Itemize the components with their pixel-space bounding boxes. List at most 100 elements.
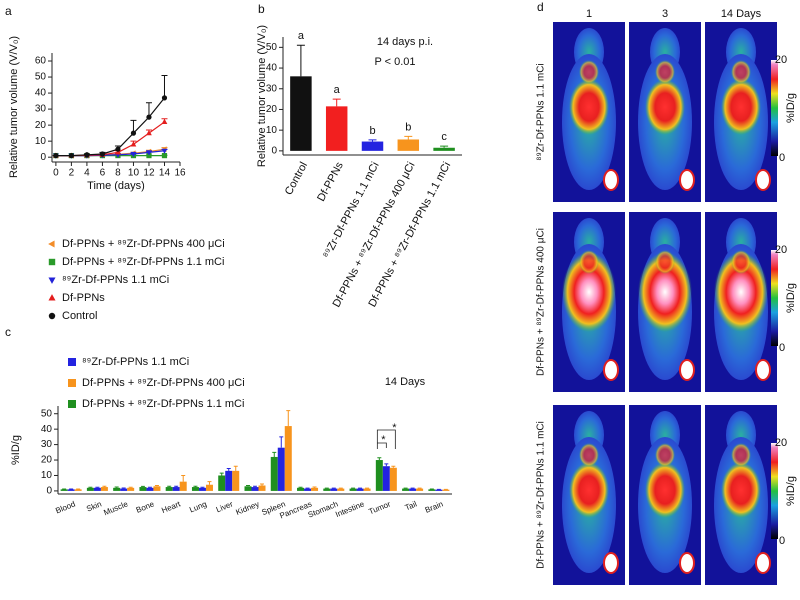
error-bar — [220, 473, 224, 475]
legend-label: ⁸⁹Zr-Df-PPNs 1.1 mCi — [82, 356, 189, 368]
error-bar — [404, 136, 412, 139]
error-bar — [148, 487, 152, 488]
panel-label: a — [5, 4, 12, 18]
legend-label: Df-PPNs + ⁸⁹Zr-Df-PPNs 1.1 mCi — [62, 256, 224, 268]
series-line — [56, 98, 165, 156]
legend-marker — [68, 379, 76, 387]
scale-min: 0 — [779, 535, 785, 547]
x-tick-label: Intestine — [334, 499, 366, 519]
group-label: c — [441, 131, 447, 143]
error-bar — [200, 487, 204, 488]
bar — [259, 486, 266, 491]
mouse-chest — [655, 443, 675, 467]
marker — [84, 152, 89, 157]
group-label: b — [369, 125, 375, 137]
marker — [146, 115, 151, 120]
x-tick-label: Tail — [404, 499, 419, 512]
group-label: a — [298, 30, 305, 42]
bar — [285, 426, 292, 491]
x-tick-label: Control — [283, 160, 310, 197]
y-tick-label: 50 — [41, 408, 53, 419]
annotation: 14 Days — [385, 376, 426, 388]
color-bar — [771, 443, 778, 539]
pet-image — [629, 405, 701, 585]
scale-min: 0 — [779, 152, 785, 164]
x-tick-label: 10 — [128, 168, 140, 179]
bar — [251, 487, 258, 491]
bar — [153, 486, 160, 491]
error-bar — [161, 75, 167, 97]
error-bar — [377, 458, 381, 460]
error-bar — [272, 452, 276, 457]
group-label: b — [405, 121, 411, 133]
x-tick-label: 16 — [174, 168, 186, 179]
error-bar — [313, 487, 317, 488]
x-tick-label: Tumor — [367, 499, 392, 516]
x-tick-label: Df-PPNs — [315, 160, 346, 204]
bar — [330, 489, 337, 491]
error-bar — [102, 486, 106, 487]
marker — [131, 141, 137, 146]
x-tick-label: Liver — [215, 499, 235, 514]
error-bar — [286, 411, 290, 426]
color-bar — [771, 250, 778, 346]
bar — [192, 487, 199, 491]
tumor-spot — [756, 553, 770, 573]
tumor-spot — [756, 360, 770, 380]
bar — [433, 148, 454, 151]
error-bar — [174, 486, 178, 487]
significance-mark: * — [381, 434, 386, 446]
bar — [416, 489, 423, 491]
x-tick-label: 2 — [69, 168, 75, 179]
error-bar — [129, 487, 133, 488]
x-tick-label: Kidney — [234, 499, 260, 517]
bar — [350, 489, 357, 491]
error-bar — [115, 487, 119, 488]
column-label: 14 Days — [721, 8, 762, 20]
bar — [166, 487, 173, 491]
error-bar — [207, 482, 211, 485]
y-tick-label: 50 — [35, 72, 47, 83]
y-tick-label: 10 — [41, 470, 53, 481]
marker — [100, 151, 105, 156]
legend-label: Df-PPNs + ⁸⁹Zr-Df-PPNs 1.1 mCi — [82, 398, 244, 410]
mouse-chest — [731, 443, 751, 467]
bar — [383, 466, 390, 491]
error-bar — [369, 140, 377, 142]
x-tick-label: Skin — [85, 499, 103, 513]
bar — [409, 489, 416, 491]
x-tick-label: Lung — [188, 499, 208, 514]
y-tick-label: 10 — [35, 136, 47, 147]
bar — [75, 489, 82, 491]
tumor-spot — [680, 170, 694, 190]
scale-unit: %ID/g — [785, 283, 797, 313]
bar — [68, 489, 75, 491]
bar — [297, 488, 304, 491]
bar — [376, 460, 383, 491]
marker — [162, 95, 167, 100]
bar — [390, 468, 397, 491]
bar — [61, 489, 68, 491]
pet-image — [553, 405, 625, 585]
marker — [69, 153, 74, 158]
bar — [357, 489, 364, 491]
y-axis-label: Relative tumor volume (V/V₀) — [256, 25, 268, 167]
scale-max: 20 — [775, 437, 787, 449]
pet-image — [705, 22, 777, 202]
y-tick-label: 20 — [35, 120, 47, 131]
legend-marker — [49, 259, 55, 265]
bar — [337, 489, 344, 491]
x-tick-label: 14 — [159, 168, 171, 179]
tumor-spot — [756, 170, 770, 190]
scale-max: 20 — [775, 54, 787, 66]
marker — [146, 130, 152, 135]
marker — [115, 147, 120, 152]
bar — [271, 457, 278, 491]
error-bar — [246, 486, 250, 487]
row-label: Df-PPNs + ⁸⁹Zr-Df-PPNs 400 μCi — [536, 228, 547, 376]
row-label: ⁸⁹Zr-Df-PPNs 1.1 mCi — [536, 63, 547, 160]
bar — [113, 488, 120, 491]
annotation: P < 0.01 — [374, 56, 415, 68]
bar — [101, 487, 108, 491]
significance-mark: * — [392, 422, 397, 434]
